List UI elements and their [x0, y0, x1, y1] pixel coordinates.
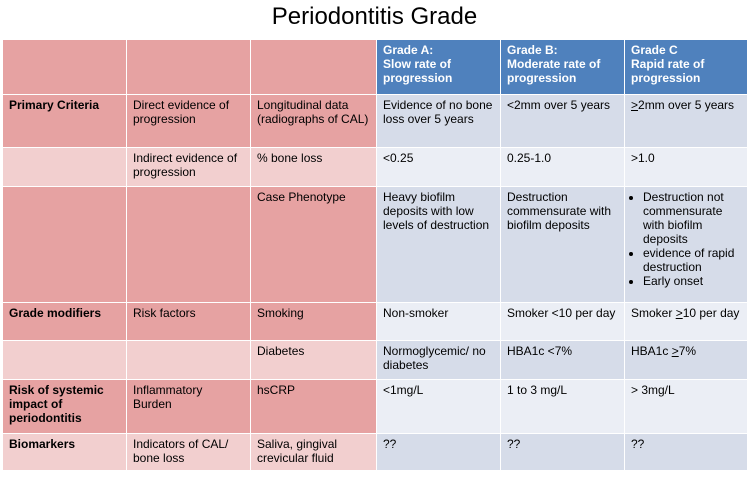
header-grade-b: Grade B: Moderate rate of progression — [500, 39, 625, 95]
grade-c-prefix: Smoker — [631, 306, 676, 320]
list-item: evidence of rapid destruction — [643, 246, 741, 274]
header-empty-cell-2 — [126, 39, 251, 95]
row-subcategory-empty — [126, 340, 251, 380]
row-category-empty — [2, 186, 127, 303]
row-subcategory: Indirect evidence of progression — [126, 147, 251, 187]
grade-b-cell: <2mm over 5 years — [500, 94, 625, 148]
row-category-biomarkers: Biomarkers — [2, 433, 127, 471]
grade-c-bullet-list: Destruction not commensurate with biofil… — [631, 190, 741, 288]
table-row: Grade modifiers Risk factors Smoking Non… — [2, 302, 748, 341]
grade-c-text: 10 per day — [682, 306, 740, 320]
table-row: Risk of systemic impact of periodontitis… — [2, 379, 748, 434]
row-measure: Smoking — [250, 302, 377, 341]
grade-a-cell: Normoglycemic/ no diabetes — [376, 340, 501, 380]
grade-a-cell: Non-smoker — [376, 302, 501, 341]
row-category-primary-criteria: Primary Criteria — [2, 94, 127, 148]
row-subcategory-empty — [126, 186, 251, 303]
periodontitis-grade-table: Grade A: Slow rate of progression Grade … — [2, 39, 748, 471]
grade-c-text: 2mm over 5 years — [638, 98, 735, 112]
row-measure: Longitudinal data (radiographs of CAL) — [250, 94, 377, 148]
table-row: Biomarkers Indicators of CAL/ bone loss … — [2, 433, 748, 471]
page-title: Periodontitis Grade — [271, 3, 478, 30]
header-grade-a: Grade A: Slow rate of progression — [376, 39, 501, 95]
list-item: Destruction not commensurate with biofil… — [643, 190, 741, 246]
table-row: Diabetes Normoglycemic/ no diabetes HBA1… — [2, 340, 748, 380]
row-category-empty — [2, 340, 127, 380]
row-subcategory: Inflammatory Burden — [126, 379, 251, 434]
grade-a-label: Grade A: — [383, 43, 434, 57]
list-item: Early onset — [643, 274, 741, 288]
table-row: Primary Criteria Direct evidence of prog… — [2, 94, 748, 148]
grade-b-cell: Destruction commensurate with biofilm de… — [500, 186, 625, 303]
grade-c-prefix: HBA1c — [631, 344, 672, 358]
grade-c-label: Grade C — [631, 43, 678, 57]
grade-c-cell: Destruction not commensurate with biofil… — [624, 186, 748, 303]
grade-c-cell: HBA1c >7% — [624, 340, 748, 380]
row-measure: Diabetes — [250, 340, 377, 380]
grade-c-cell: ?? — [624, 433, 748, 471]
gte-symbol: > — [631, 98, 639, 112]
header-empty-cell-3 — [250, 39, 377, 95]
grade-a-cell: <0.25 — [376, 147, 501, 187]
table-header-row: Grade A: Slow rate of progression Grade … — [2, 39, 748, 95]
grade-c-cell: Smoker >10 per day — [624, 302, 748, 341]
row-measure: % bone loss — [250, 147, 377, 187]
grade-b-description: Moderate rate of progression — [507, 57, 601, 85]
grade-a-cell: Heavy biofilm deposits with low levels o… — [376, 186, 501, 303]
table-row: Indirect evidence of progression % bone … — [2, 147, 748, 187]
gte-symbol: > — [671, 344, 679, 358]
row-measure: Saliva, gingival crevicular fluid — [250, 433, 377, 471]
row-measure: hsCRP — [250, 379, 377, 434]
table-row: Case Phenotype Heavy biofilm deposits wi… — [2, 186, 748, 303]
grade-b-cell: ?? — [500, 433, 625, 471]
gte-symbol: > — [675, 306, 683, 320]
row-subcategory: Risk factors — [126, 302, 251, 341]
grade-b-cell: Smoker <10 per day — [500, 302, 625, 341]
grade-c-description: Rapid rate of progression — [631, 57, 705, 85]
row-subcategory: Direct evidence of progression — [126, 94, 251, 148]
grade-c-cell: >1.0 — [624, 147, 748, 187]
grade-a-cell: <1mg/L — [376, 379, 501, 434]
grade-a-cell: ?? — [376, 433, 501, 471]
row-category-empty — [2, 147, 127, 187]
header-grade-c: Grade C Rapid rate of progression — [624, 39, 748, 95]
grade-b-label: Grade B: — [507, 43, 558, 57]
row-subcategory: Indicators of CAL/ bone loss — [126, 433, 251, 471]
header-empty-cell-1 — [2, 39, 127, 95]
row-measure: Case Phenotype — [250, 186, 377, 303]
grade-a-cell: Evidence of no bone loss over 5 years — [376, 94, 501, 148]
grade-c-text: 7% — [678, 344, 697, 358]
grade-a-description: Slow rate of progression — [383, 57, 453, 85]
grade-c-cell: >2mm over 5 years — [624, 94, 748, 148]
row-category-systemic-impact: Risk of systemic impact of periodontitis — [2, 379, 127, 434]
grade-b-cell: 0.25-1.0 — [500, 147, 625, 187]
grade-b-cell: HBA1c <7% — [500, 340, 625, 380]
row-category-grade-modifiers: Grade modifiers — [2, 302, 127, 341]
grade-b-cell: 1 to 3 mg/L — [500, 379, 625, 434]
grade-c-cell: > 3mg/L — [624, 379, 748, 434]
